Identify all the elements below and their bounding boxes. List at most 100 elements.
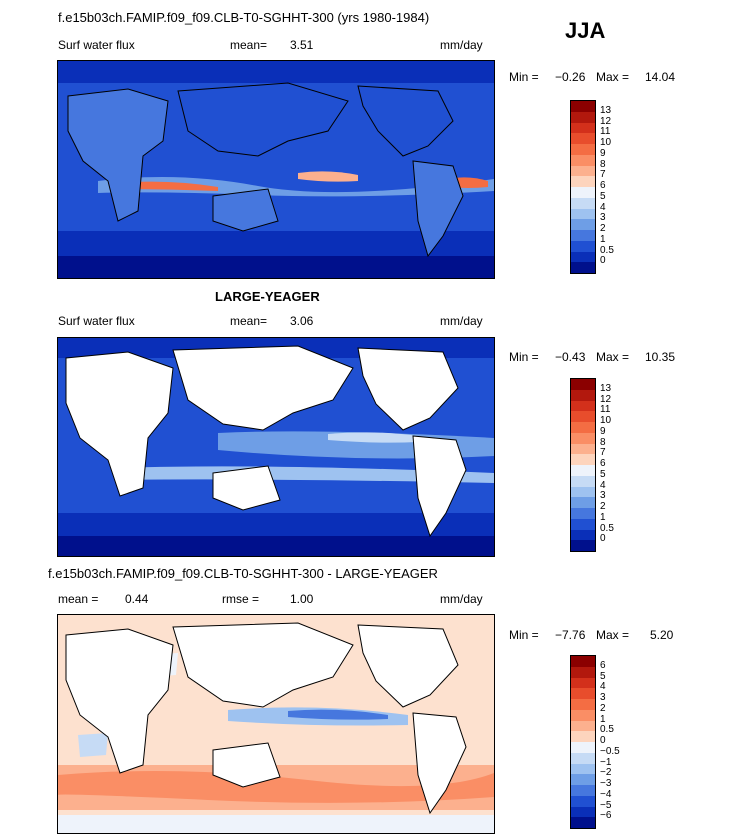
colorbar-tick-label: 12	[600, 393, 612, 405]
colorbar-tick-label: 6	[600, 659, 606, 671]
panel2-min-label: Min =	[509, 350, 539, 364]
colorbar-swatch	[571, 262, 595, 273]
colorbar-tick-label: 0	[600, 735, 606, 746]
colorbar-tick-label: 12	[600, 115, 612, 127]
colorbar-swatch	[571, 144, 595, 155]
colorbar-tick-label: 2	[600, 702, 606, 714]
colorbar-tick-label: 13	[600, 382, 612, 394]
colorbar-tick-label: 3	[600, 212, 606, 224]
colorbar-tick-label: 3	[600, 490, 606, 502]
panel3-mean-value: 0.44	[125, 592, 149, 606]
colorbar-swatch	[571, 806, 595, 818]
colorbar-tick-label: 2	[600, 501, 606, 512]
colorbar-swatch	[571, 432, 595, 444]
panel3-rmse-label: rmse =	[222, 592, 260, 606]
colorbar-swatch	[571, 666, 595, 678]
colorbar-swatch	[571, 529, 595, 541]
colorbar-swatch	[571, 389, 595, 401]
colorbar-swatch	[571, 508, 595, 519]
colorbar-swatch	[571, 475, 595, 487]
colorbar-tick-label: 5	[600, 670, 606, 682]
panel2-units: mm/day	[440, 314, 483, 328]
panel3-title: f.e15b03ch.FAMIP.f09_f09.CLB-T0-SGHHT-30…	[48, 566, 438, 581]
panel1-map	[57, 60, 495, 279]
colorbar-tick-label: 9	[600, 425, 606, 437]
panel3-max-value: 5.20	[650, 628, 674, 642]
colorbar-tick-label: 1	[600, 713, 606, 725]
colorbar-tick-label: 11	[600, 404, 611, 416]
colorbar-swatch	[571, 486, 595, 498]
colorbar-tick-label: 4	[600, 479, 606, 491]
colorbar-tick-label: 5	[600, 190, 606, 202]
panel3-min-label: Min =	[509, 628, 539, 642]
colorbar-swatch	[571, 133, 595, 144]
colorbar-swatch	[571, 251, 595, 263]
colorbar-tick-label: 5	[600, 468, 606, 480]
colorbar-swatch	[571, 187, 595, 198]
panel3-min-value: −7.76	[555, 628, 586, 642]
panel1-min-label: Min =	[509, 70, 539, 84]
panel2-max-label: Max =	[596, 350, 630, 364]
panel1-title: f.e15b03ch.FAMIP.f09_f09.CLB-T0-SGHHT-30…	[58, 10, 430, 25]
colorbar-swatch	[571, 540, 595, 551]
colorbar-tick-label: 9	[600, 147, 606, 159]
colorbar-swatch	[571, 197, 595, 209]
colorbar-swatch	[571, 465, 595, 476]
colorbar-tick-label: 0	[600, 533, 606, 545]
colorbar-swatch	[571, 709, 595, 721]
colorbar-tick-label: 1	[600, 511, 606, 523]
colorbar-swatch	[571, 677, 595, 689]
colorbar-tick-label: 8	[600, 158, 606, 170]
colorbar-tick-label: −1	[600, 756, 612, 768]
panel3-rmse-value: 1.00	[290, 592, 314, 606]
colorbar-swatch	[571, 731, 595, 742]
colorbar-tick-label: −6	[600, 810, 612, 822]
panel2-variable: Surf water flux	[58, 314, 135, 328]
colorbar-tick-label: −0.5	[600, 745, 620, 757]
panel3-map	[57, 614, 495, 834]
colorbar-swatch	[571, 752, 595, 764]
colorbar-tick-label: 0.5	[600, 522, 614, 534]
colorbar-swatch	[571, 411, 595, 422]
colorbar-tick-label: 10	[600, 137, 612, 148]
colorbar-swatch	[571, 422, 595, 433]
colorbar-tick-label: −2	[600, 767, 612, 779]
panel1-mean-value: 3.51	[290, 38, 314, 52]
colorbar-swatch	[571, 795, 595, 807]
colorbar-tick-label: 2	[600, 223, 606, 234]
panel2-map	[57, 337, 495, 557]
colorbar-tick-label: 10	[600, 415, 612, 426]
colorbar-swatch	[571, 742, 595, 753]
colorbar-swatch	[571, 720, 595, 732]
colorbar-tick-label: 4	[600, 201, 606, 213]
colorbar-swatch	[571, 817, 595, 828]
colorbar-swatch	[571, 497, 595, 508]
panel2-title: LARGE-YEAGER	[215, 289, 320, 304]
panel1-variable: Surf water flux	[58, 38, 135, 52]
colorbar-tick-label: 7	[600, 169, 606, 181]
colorbar-swatch	[571, 165, 595, 177]
colorbar-swatch	[571, 454, 595, 465]
colorbar-tick-label: 6	[600, 180, 606, 191]
colorbar-tick-label: 0	[600, 255, 606, 267]
panel1-units: mm/day	[440, 38, 483, 52]
colorbar-swatch	[571, 443, 595, 455]
colorbar-tick-label: 13	[600, 104, 612, 116]
colorbar-swatch	[571, 656, 595, 667]
colorbar-tick-label: −5	[600, 799, 612, 811]
colorbar-swatch	[571, 111, 595, 123]
colorbar-swatch	[571, 379, 595, 390]
panel1-max-value: 14.04	[645, 70, 676, 84]
colorbar-tick-label: 6	[600, 458, 606, 469]
colorbar-swatch	[571, 688, 595, 699]
panel1-max-label: Max =	[596, 70, 630, 84]
colorbar-swatch	[571, 763, 595, 775]
colorbar-swatch	[571, 230, 595, 241]
colorbar-tick-label: 11	[600, 126, 611, 138]
panel3-colorbar	[570, 655, 596, 829]
panel2-mean-label: mean=	[230, 314, 268, 328]
colorbar-tick-label: 7	[600, 447, 606, 459]
colorbar-swatch	[571, 518, 595, 530]
panel2-max-value: 10.35	[645, 350, 676, 364]
colorbar-tick-label: 3	[600, 692, 606, 703]
